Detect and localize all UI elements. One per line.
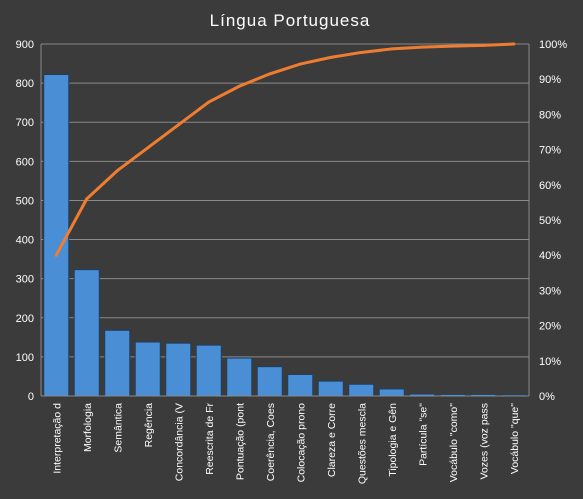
y-tick-label: 600 (16, 156, 34, 168)
y2-tick-label: 90% (539, 74, 561, 86)
y-tick-label: 900 (16, 39, 34, 51)
x-tick-label: Semântica (112, 403, 124, 453)
bars (43, 74, 527, 397)
y2-tick-label: 10% (539, 356, 561, 368)
line-point (359, 50, 363, 54)
y2-tick-label: 60% (539, 180, 561, 192)
y2-tick-label: 80% (539, 109, 561, 121)
bar (104, 329, 131, 397)
x-tick-label: Coerência, Coes (265, 403, 277, 481)
line-point (268, 72, 272, 76)
line-point (85, 197, 89, 201)
line-point (54, 253, 58, 257)
bar (348, 383, 375, 397)
line-point (329, 55, 333, 59)
x-tick-label: Tipologia e Gên (387, 403, 399, 477)
line-point (115, 169, 119, 173)
line-point (481, 43, 485, 47)
bar (287, 373, 314, 397)
y2-tick-label: 70% (539, 145, 561, 157)
line-point (512, 42, 516, 46)
y-tick-label: 800 (16, 78, 34, 90)
x-tick-label: Partícula "se" (417, 403, 429, 466)
y-tick-label: 300 (16, 274, 34, 286)
y-tick-label: 700 (16, 117, 34, 129)
bar (226, 357, 253, 397)
y2-tick-label: 20% (539, 321, 561, 333)
x-tick-label: Regência (143, 403, 155, 448)
y2-tick-label: 0% (539, 391, 555, 403)
line-point (207, 100, 211, 104)
line-point (237, 84, 241, 88)
x-tick-label: Pontuação (pont (234, 403, 246, 480)
y2-tick-label: 30% (539, 285, 561, 297)
x-tick-label: Vocábulo "como" (448, 403, 460, 483)
x-tick-label: Concordância (V (173, 403, 185, 481)
y-tick-label: 200 (16, 313, 34, 325)
line-point (146, 146, 150, 150)
bar (73, 269, 100, 397)
x-tick-label: Morfologia (82, 403, 94, 452)
bar (134, 341, 161, 397)
cumulative-line (54, 42, 516, 257)
line-point (451, 44, 455, 48)
x-tick-label: Vocábulo "que" (509, 403, 521, 474)
y2-tick-label: 100% (539, 39, 567, 51)
line-point (298, 62, 302, 66)
bar (165, 342, 192, 397)
line-point (176, 123, 180, 127)
gridlines (41, 43, 529, 358)
bar (378, 388, 405, 397)
line-point (390, 47, 394, 51)
y-tick-label: 400 (16, 235, 34, 247)
y-axis-right: 0% 10% 20% 30% 40% 50% 60% 70% 80% 90% 100% (528, 39, 567, 403)
chart-title: Língua Portuguesa (210, 11, 371, 30)
bar (195, 344, 222, 397)
bar (317, 380, 344, 397)
y-tick-label: 0 (28, 391, 34, 403)
x-tick-label: Clareza e Corre (326, 403, 338, 477)
x-tick-label: Vozes (voz pass (478, 403, 490, 479)
bar (43, 74, 70, 397)
y-tick-label: 100 (16, 352, 34, 364)
y2-tick-label: 50% (539, 215, 561, 227)
x-tick-label: Reescrita de Fr (204, 403, 216, 475)
x-axis: Interpretação d Morfologia Semântica Regênc… (41, 395, 529, 484)
y-axis-left: 0 100 200 300 400 500 600 700 800 900 (16, 39, 42, 403)
y-tick-label: 500 (16, 195, 34, 207)
line-point (420, 45, 424, 49)
y2-tick-label: 40% (539, 250, 561, 262)
bar (256, 366, 283, 397)
cumulative-line-path (54, 42, 516, 257)
x-tick-label: Colocação prono (295, 403, 307, 483)
x-tick-label: Questões mescla (356, 403, 368, 484)
x-tick-label: Interpretação d (51, 403, 63, 474)
